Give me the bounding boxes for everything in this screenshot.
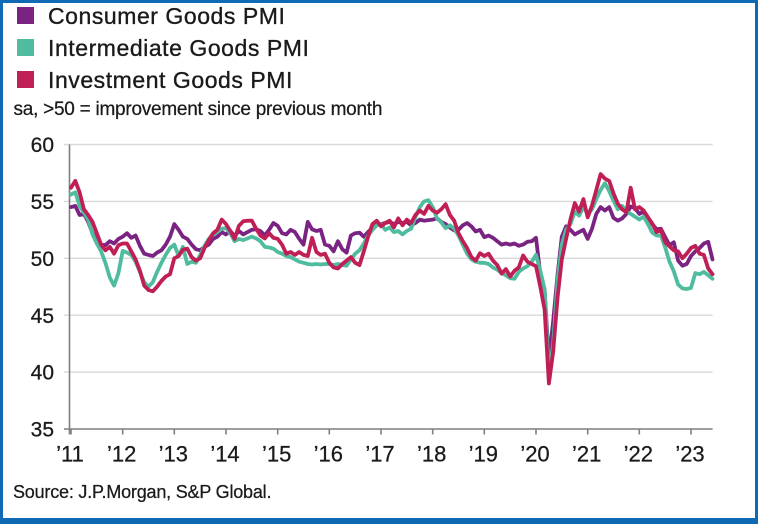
svg-text:’17: ’17 <box>365 442 394 467</box>
svg-text:45: 45 <box>31 305 54 328</box>
svg-text:’12: ’12 <box>107 442 136 467</box>
svg-text:’22: ’22 <box>624 442 653 467</box>
svg-text:’13: ’13 <box>159 442 188 467</box>
svg-text:’18: ’18 <box>417 442 446 467</box>
svg-text:’14: ’14 <box>210 442 239 467</box>
svg-text:’11: ’11 <box>56 442 84 467</box>
svg-text:55: 55 <box>31 191 54 214</box>
svg-text:’20: ’20 <box>520 442 549 467</box>
svg-text:’15: ’15 <box>262 442 291 467</box>
svg-text:’19: ’19 <box>469 442 498 467</box>
svg-text:’21: ’21 <box>572 442 601 467</box>
svg-text:’16: ’16 <box>314 442 343 467</box>
svg-text:60: 60 <box>31 134 54 157</box>
svg-text:’23: ’23 <box>675 442 704 467</box>
svg-text:40: 40 <box>31 362 54 385</box>
svg-text:35: 35 <box>31 419 54 442</box>
svg-text:50: 50 <box>31 248 54 271</box>
